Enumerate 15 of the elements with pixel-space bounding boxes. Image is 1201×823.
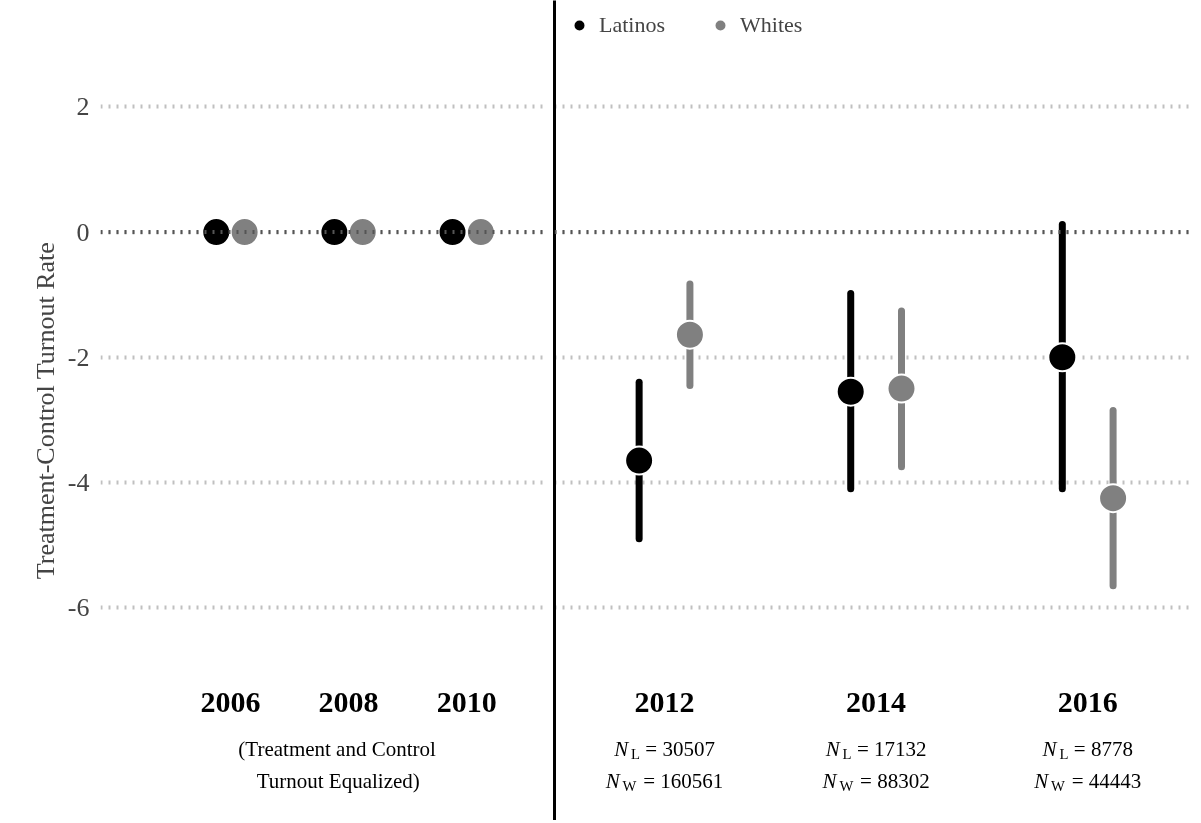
y-tick-label: 0 xyxy=(76,217,90,247)
x-tick-label: 2008 xyxy=(318,685,379,718)
x-tick-label: 2006 xyxy=(200,685,261,718)
y-tick-label: -6 xyxy=(67,593,90,623)
legend-label: Whites xyxy=(740,12,803,38)
y-tick-label: 2 xyxy=(76,92,90,122)
x-tick-label: 2014 xyxy=(846,685,907,718)
x-tick-label: 2016 xyxy=(1057,685,1118,718)
legend-label: Latinos xyxy=(599,12,665,38)
x-tick-label: 2012 xyxy=(634,685,695,718)
y-tick-label: -4 xyxy=(67,467,90,497)
x-tick-label: 2010 xyxy=(436,685,497,718)
annotation: (Treatment and Control Turnout Equalized) xyxy=(238,736,437,793)
y-tick-label: -2 xyxy=(67,342,90,372)
y-axis-title: Treatment-Control Turnout Rate xyxy=(30,242,60,580)
